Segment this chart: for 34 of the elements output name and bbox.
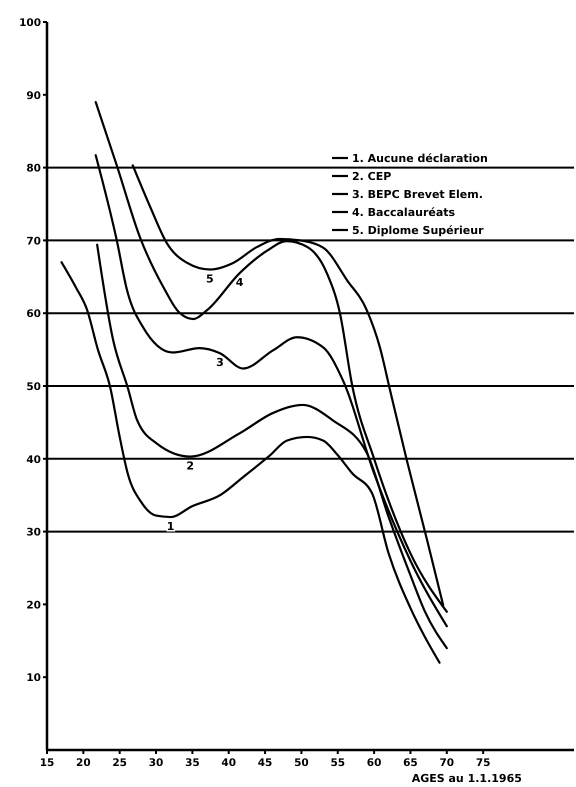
y-tick-label: 60 xyxy=(26,308,41,320)
y-tick-label: 80 xyxy=(26,162,41,175)
annotation: 4 xyxy=(236,276,244,290)
x-tick-label: 40 xyxy=(221,757,236,769)
y-tick-label: 50 xyxy=(26,381,41,393)
legend-label: 2. CEP xyxy=(352,170,392,183)
annotation: 1 xyxy=(166,520,174,534)
annotation: 3 xyxy=(216,356,224,370)
y-tick-label: 90 xyxy=(26,90,41,102)
y-tick-label: 10 xyxy=(26,672,41,684)
x-tick-label: 45 xyxy=(258,757,272,769)
legend-label: 5. Diplome Supérieur xyxy=(352,224,484,237)
x-tick-label: 35 xyxy=(185,757,200,769)
x-tick-label: 60 xyxy=(366,757,382,769)
annotation: 5 xyxy=(206,272,214,286)
legend-label: 1. Aucune déclaration xyxy=(352,152,488,165)
y-tick-label: 20 xyxy=(26,599,41,612)
x-axis-title: AGES au 1.1.1965 xyxy=(412,772,522,785)
x-tick-label: 20 xyxy=(76,757,91,769)
annotation: 2 xyxy=(186,460,194,473)
x-tick-label: 50 xyxy=(294,757,309,769)
legend-label: 3. BEPC Brevet Elem. xyxy=(352,188,483,201)
x-tick-label: 55 xyxy=(330,757,346,769)
legend-label: 4. Baccalauréats xyxy=(352,206,456,219)
y-tick-label: 40 xyxy=(26,454,41,466)
x-tick-label: 25 xyxy=(112,757,127,769)
y-tick-label: 100 xyxy=(19,17,41,29)
x-tick-label: 70 xyxy=(439,757,454,769)
x-tick-label: 30 xyxy=(148,757,164,769)
x-tick-label: 75 xyxy=(476,757,490,769)
y-tick-label: 30 xyxy=(26,526,41,539)
y-tick-label: 70 xyxy=(26,235,41,248)
x-tick-label: 15 xyxy=(40,757,54,769)
x-tick-label: 65 xyxy=(403,757,418,769)
